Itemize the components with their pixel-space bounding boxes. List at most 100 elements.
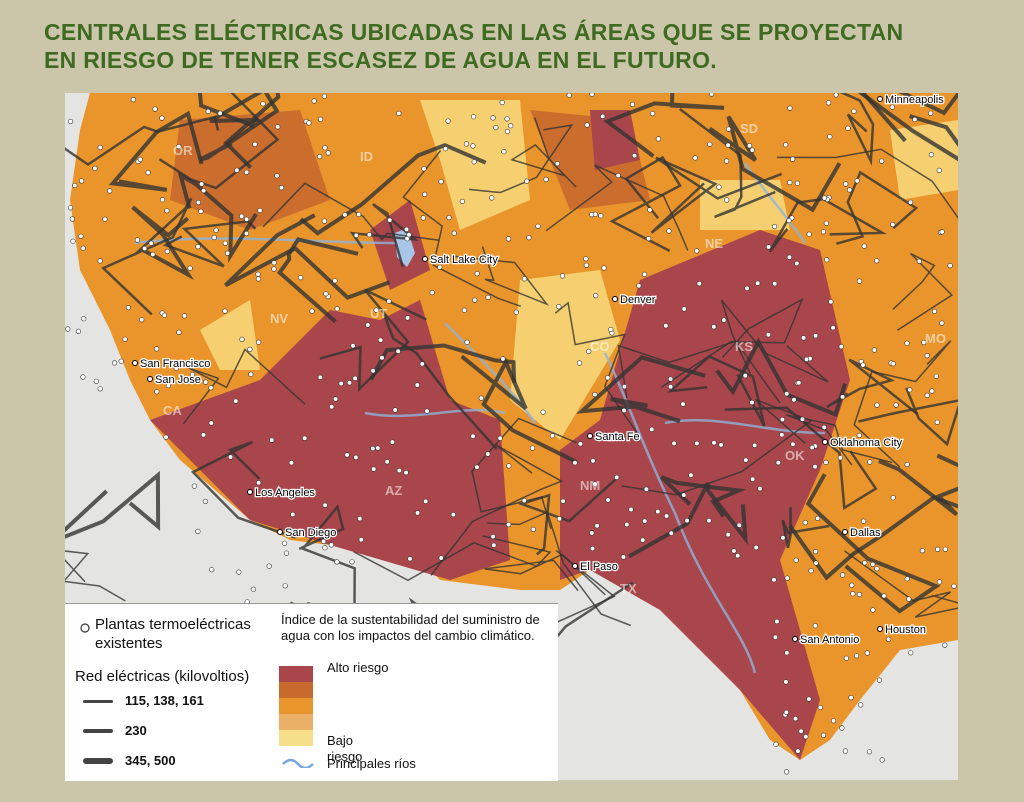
region-high [590, 110, 640, 170]
plant [521, 498, 527, 504]
plant [176, 329, 182, 335]
power-line [554, 301, 639, 436]
city-dot [422, 256, 428, 262]
plant [217, 110, 223, 116]
plant [491, 542, 497, 548]
plant [867, 459, 873, 465]
region-medium-high [170, 110, 330, 230]
plant [780, 535, 786, 541]
plant [260, 101, 266, 107]
plant [322, 545, 328, 551]
plants-label: Plantas termoeléctricas existentes [95, 615, 251, 653]
plant [200, 432, 207, 438]
plant [424, 408, 430, 414]
plant [843, 655, 849, 661]
city-dot [822, 439, 828, 445]
plant [370, 445, 376, 452]
plant [501, 149, 507, 155]
plant [247, 346, 253, 352]
plant [199, 181, 205, 187]
plant [438, 178, 444, 185]
plant-symbol [80, 623, 90, 633]
plant [718, 442, 724, 448]
plant [817, 704, 824, 711]
plant [271, 260, 277, 266]
plant [130, 97, 136, 103]
plant [195, 528, 201, 535]
plant [846, 187, 853, 193]
plant [234, 167, 240, 173]
plant [795, 748, 801, 754]
plant [233, 398, 239, 404]
plant [839, 572, 846, 578]
plant [472, 297, 478, 303]
state-label: ID [360, 149, 373, 164]
power-line [469, 124, 574, 194]
plant [856, 278, 863, 284]
plant [255, 271, 261, 277]
plant [208, 385, 214, 391]
plant [513, 309, 519, 315]
plant [201, 187, 207, 194]
low-label: Bajo riesgo [327, 733, 363, 764]
plant [725, 142, 731, 148]
plant [81, 316, 87, 322]
plant [942, 546, 949, 552]
plant [211, 234, 217, 241]
plant [860, 362, 866, 368]
plant [493, 124, 499, 131]
plant [793, 557, 799, 563]
plant [540, 409, 546, 415]
plant [643, 486, 650, 492]
plant [936, 579, 943, 585]
state-label: AZ [385, 483, 402, 498]
plant [779, 432, 785, 438]
plant [236, 569, 242, 575]
plant [929, 388, 935, 394]
plant [744, 285, 750, 291]
plant [288, 460, 294, 466]
plant [122, 336, 128, 342]
plant [80, 245, 86, 251]
plant [322, 145, 328, 151]
plant [566, 93, 572, 98]
plant [504, 116, 510, 122]
plant [821, 424, 827, 431]
plant [78, 233, 84, 239]
plant [608, 326, 614, 333]
grid-line-symbol [83, 758, 113, 764]
plant [187, 265, 193, 271]
plant [470, 143, 476, 149]
plant [879, 158, 885, 164]
plant [742, 373, 748, 379]
power-line [788, 495, 958, 581]
plant [935, 546, 941, 553]
plant [820, 229, 827, 235]
plant [65, 326, 71, 332]
plant [707, 141, 713, 147]
plant [332, 278, 338, 284]
plant [576, 360, 583, 366]
plant [577, 441, 584, 447]
plant [250, 586, 256, 592]
power-line [621, 398, 813, 496]
plant [445, 118, 451, 124]
plant [198, 208, 204, 214]
map: Minneapolis Salt Lake City Denver San Franc… [65, 93, 958, 780]
plant [584, 122, 590, 128]
plant [904, 340, 910, 346]
plant [641, 271, 648, 277]
power-line [768, 197, 887, 253]
high-label: Alto riesgo [327, 660, 389, 675]
plant [823, 220, 830, 226]
state-label: NM [580, 478, 600, 493]
plant [794, 260, 800, 267]
plant [554, 160, 561, 167]
plant [812, 333, 819, 339]
plant [334, 559, 340, 565]
river [664, 419, 826, 435]
plant [783, 679, 789, 685]
plant [838, 344, 844, 350]
power-line [131, 205, 195, 281]
plant [806, 696, 812, 702]
